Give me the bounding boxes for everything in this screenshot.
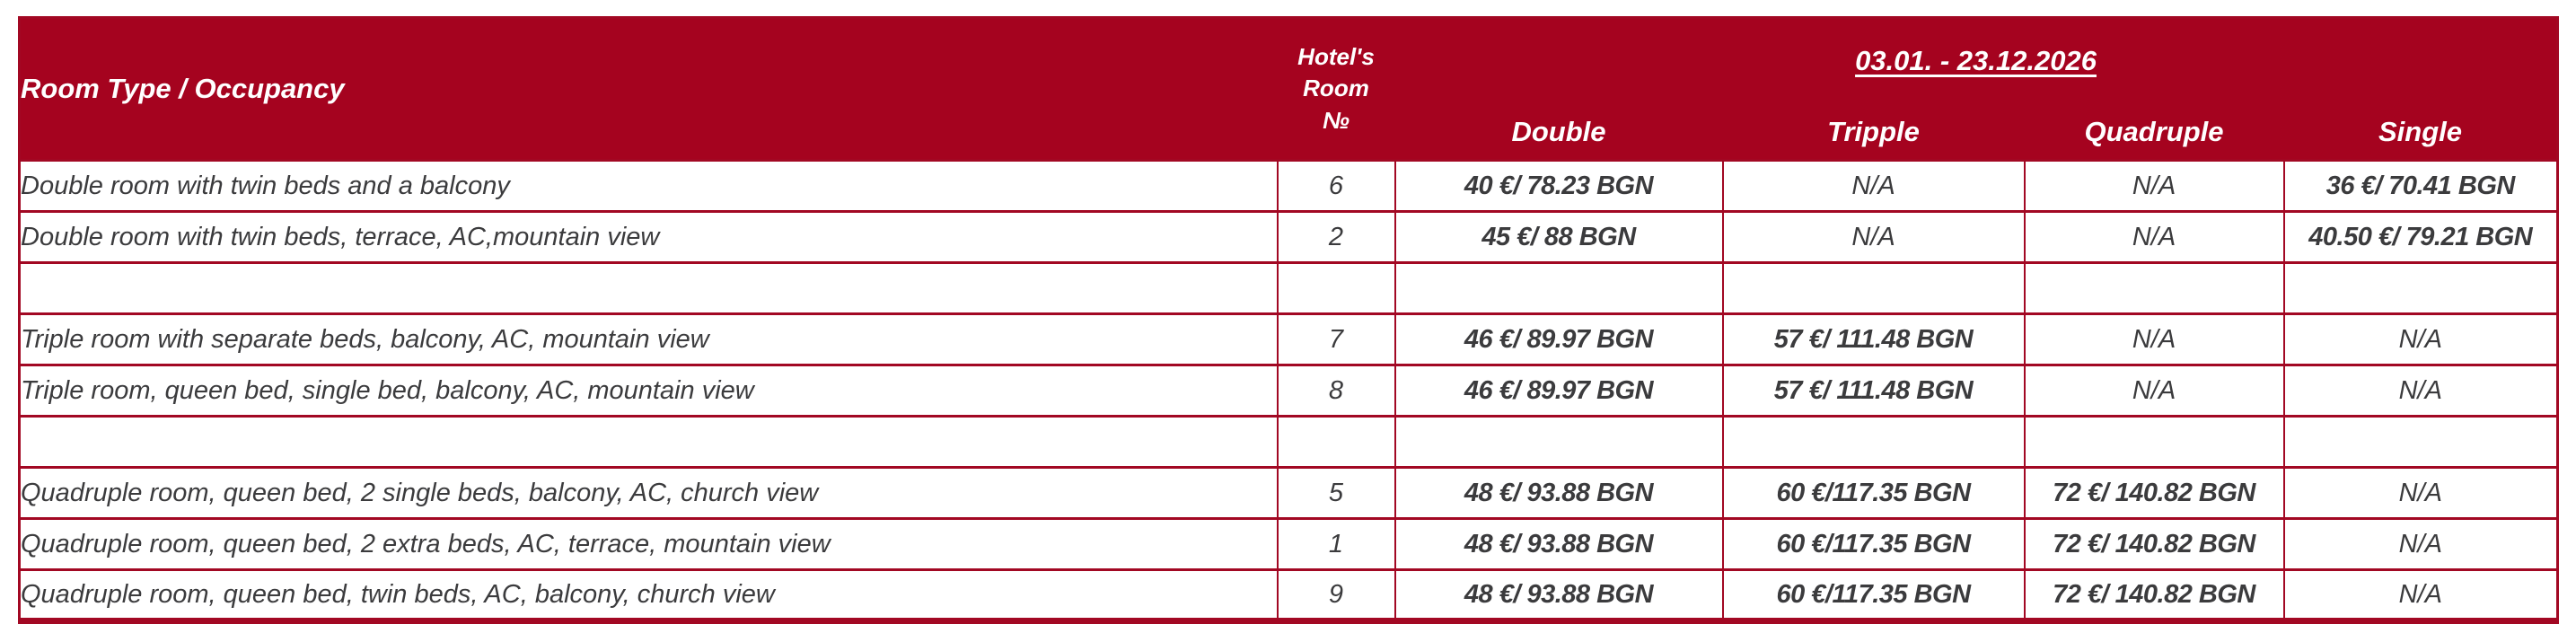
table-row: Double room with twin beds, terrace, AC,… bbox=[18, 210, 2559, 264]
room-number: 9 bbox=[1276, 568, 1396, 622]
price-cell: 40 €/ 78.23 BGN bbox=[1394, 159, 1724, 213]
room-description: Triple room with separate beds, balcony,… bbox=[18, 312, 1279, 366]
table-row-empty bbox=[18, 261, 2559, 315]
price-cell bbox=[1721, 415, 2026, 469]
price-table: Room Type / Occupancy Hotel's Room № 03.01… bbox=[18, 16, 2560, 624]
price-cell-na: N/A bbox=[2023, 312, 2285, 366]
table-row: Triple room, queen bed, single bed, balc… bbox=[18, 364, 2559, 418]
room-number bbox=[1276, 261, 1396, 315]
room-description: Double room with twin beds and a balcony bbox=[18, 159, 1279, 213]
price-cell: 46 €/ 89.97 BGN bbox=[1394, 364, 1724, 418]
header-date-range: 03.01. - 23.12.2026 bbox=[1394, 17, 2559, 104]
price-cell-na: N/A bbox=[2023, 210, 2285, 264]
room-description: Quadruple room, queen bed, 2 extra beds,… bbox=[18, 517, 1279, 571]
price-cell bbox=[1721, 261, 2026, 315]
price-cell bbox=[1394, 261, 1724, 315]
price-cell: 45 €/ 88 BGN bbox=[1394, 210, 1724, 264]
room-description: Quadruple room, queen bed, 2 single beds… bbox=[18, 466, 1279, 520]
table-row: Triple room with separate beds, balcony,… bbox=[18, 312, 2559, 366]
price-cell-na: N/A bbox=[2282, 517, 2559, 571]
price-cell-na: N/A bbox=[2023, 159, 2285, 213]
price-cell-na: N/A bbox=[1721, 159, 2026, 213]
price-cell: 48 €/ 93.88 BGN bbox=[1394, 466, 1724, 520]
price-cell-na: N/A bbox=[2282, 466, 2559, 520]
header-col-double: Double bbox=[1394, 103, 1723, 161]
header-room-no-line: № bbox=[1323, 106, 1350, 134]
price-cell: 36 €/ 70.41 BGN bbox=[2282, 159, 2559, 213]
room-description: Triple room, queen bed, single bed, balc… bbox=[18, 364, 1279, 418]
price-cell: 57 €/ 111.48 BGN bbox=[1721, 312, 2026, 366]
table-row: Double room with twin beds and a balcony… bbox=[18, 159, 2559, 213]
price-cell-na: N/A bbox=[2023, 364, 2285, 418]
room-number: 5 bbox=[1276, 466, 1396, 520]
header-hotels-room-no: Hotel's Room № bbox=[1277, 17, 1395, 161]
price-cell-na: N/A bbox=[2282, 312, 2559, 366]
price-cell: 72 €/ 140.82 BGN bbox=[2023, 517, 2285, 571]
table-row-empty bbox=[18, 415, 2559, 469]
price-cell bbox=[2023, 261, 2285, 315]
price-cell: 40.50 €/ 79.21 BGN bbox=[2282, 210, 2559, 264]
header-room-type: Room Type / Occupancy bbox=[19, 17, 1278, 161]
price-cell bbox=[2023, 415, 2285, 469]
header-room-no-line: Room bbox=[1303, 75, 1369, 102]
price-cell bbox=[1394, 415, 1724, 469]
price-cell: 48 €/ 93.88 BGN bbox=[1394, 517, 1724, 571]
price-cell bbox=[2282, 415, 2559, 469]
price-cell: 57 €/ 111.48 BGN bbox=[1721, 364, 2026, 418]
table-row: Quadruple room, queen bed, twin beds, AC… bbox=[18, 568, 2559, 622]
price-cell: 60 €/117.35 BGN bbox=[1721, 466, 2026, 520]
price-table-container: Room Type / Occupancy Hotel's Room № 03.01… bbox=[18, 16, 2560, 624]
room-description: Double room with twin beds, terrace, AC,… bbox=[18, 210, 1279, 264]
room-number: 2 bbox=[1276, 210, 1396, 264]
price-cell-na: N/A bbox=[1721, 210, 2026, 264]
header-room-no-line: Hotel's bbox=[1297, 43, 1375, 71]
table-row: Quadruple room, queen bed, 2 single beds… bbox=[18, 466, 2559, 520]
price-cell: 72 €/ 140.82 BGN bbox=[2023, 466, 2285, 520]
room-number: 7 bbox=[1276, 312, 1396, 366]
price-cell: 72 €/ 140.82 BGN bbox=[2023, 568, 2285, 622]
price-cell bbox=[2282, 261, 2559, 315]
date-range-text: 03.01. - 23.12.2026 bbox=[1855, 45, 2097, 76]
room-description bbox=[18, 261, 1279, 315]
price-cell-na: N/A bbox=[2282, 364, 2559, 418]
room-number: 1 bbox=[1276, 517, 1396, 571]
price-cell: 60 €/117.35 BGN bbox=[1721, 517, 2026, 571]
price-cell-na: N/A bbox=[2282, 568, 2559, 622]
header-col-single: Single bbox=[2282, 103, 2559, 161]
room-description: Quadruple room, queen bed, twin beds, AC… bbox=[18, 568, 1279, 622]
price-cell: 60 €/117.35 BGN bbox=[1721, 568, 2026, 622]
room-description bbox=[18, 415, 1279, 469]
table-row: Quadruple room, queen bed, 2 extra beds,… bbox=[18, 517, 2559, 571]
room-number bbox=[1276, 415, 1396, 469]
header-col-quadruple: Quadruple bbox=[2024, 103, 2284, 161]
room-number: 8 bbox=[1276, 364, 1396, 418]
room-number: 6 bbox=[1276, 159, 1396, 213]
price-cell: 48 €/ 93.88 BGN bbox=[1394, 568, 1724, 622]
price-cell: 46 €/ 89.97 BGN bbox=[1394, 312, 1724, 366]
header-col-tripple: Tripple bbox=[1722, 103, 2025, 161]
